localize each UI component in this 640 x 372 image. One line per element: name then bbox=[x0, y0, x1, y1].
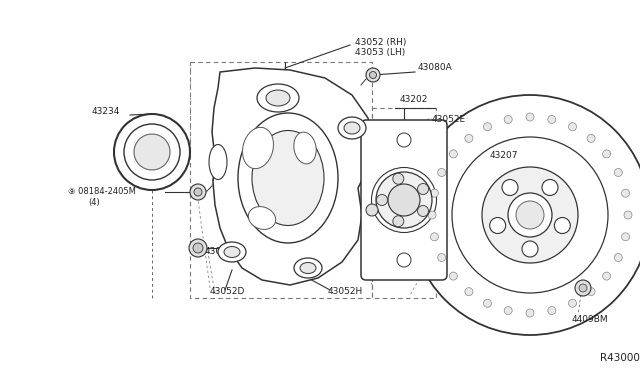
Circle shape bbox=[504, 307, 512, 315]
Circle shape bbox=[114, 114, 190, 190]
Circle shape bbox=[366, 204, 378, 216]
Text: ⑨ 08184-2405M: ⑨ 08184-2405M bbox=[68, 187, 136, 196]
Ellipse shape bbox=[248, 206, 276, 230]
Text: (4): (4) bbox=[88, 198, 100, 206]
Ellipse shape bbox=[266, 90, 290, 106]
Circle shape bbox=[548, 307, 556, 315]
FancyBboxPatch shape bbox=[361, 120, 447, 280]
Circle shape bbox=[465, 288, 473, 296]
Ellipse shape bbox=[238, 113, 338, 243]
Text: 43052 (RH): 43052 (RH) bbox=[355, 38, 406, 46]
Ellipse shape bbox=[344, 122, 360, 134]
Circle shape bbox=[508, 193, 552, 237]
Ellipse shape bbox=[224, 247, 240, 257]
Text: 43052E: 43052E bbox=[432, 115, 466, 125]
Circle shape bbox=[366, 68, 380, 82]
Circle shape bbox=[194, 188, 202, 196]
Circle shape bbox=[575, 280, 591, 296]
Circle shape bbox=[449, 272, 458, 280]
Circle shape bbox=[428, 211, 436, 219]
Text: 43202: 43202 bbox=[400, 96, 428, 105]
Text: R4300072: R4300072 bbox=[600, 353, 640, 363]
Circle shape bbox=[621, 189, 630, 197]
Ellipse shape bbox=[209, 144, 227, 180]
Circle shape bbox=[189, 239, 207, 257]
Circle shape bbox=[376, 172, 432, 228]
Text: 4409BM: 4409BM bbox=[572, 315, 609, 324]
Ellipse shape bbox=[338, 117, 366, 139]
Circle shape bbox=[438, 254, 445, 262]
Circle shape bbox=[624, 211, 632, 219]
Circle shape bbox=[193, 243, 203, 253]
Circle shape bbox=[190, 184, 206, 200]
Ellipse shape bbox=[218, 242, 246, 262]
Circle shape bbox=[587, 134, 595, 142]
Circle shape bbox=[490, 218, 506, 234]
Circle shape bbox=[417, 183, 429, 195]
Ellipse shape bbox=[243, 127, 273, 169]
Circle shape bbox=[393, 216, 404, 227]
Circle shape bbox=[438, 169, 445, 176]
Circle shape bbox=[397, 133, 411, 147]
Circle shape bbox=[548, 115, 556, 124]
Circle shape bbox=[579, 284, 587, 292]
Circle shape bbox=[568, 299, 577, 307]
Ellipse shape bbox=[294, 132, 316, 164]
Circle shape bbox=[502, 180, 518, 196]
Circle shape bbox=[369, 71, 376, 78]
Text: 43080B: 43080B bbox=[205, 247, 240, 257]
Text: 43222: 43222 bbox=[375, 190, 403, 199]
Circle shape bbox=[587, 288, 595, 296]
Circle shape bbox=[124, 124, 180, 180]
Circle shape bbox=[417, 205, 429, 217]
Circle shape bbox=[526, 113, 534, 121]
Text: 43053 (LH): 43053 (LH) bbox=[355, 48, 405, 58]
Text: 43234: 43234 bbox=[92, 108, 120, 116]
Circle shape bbox=[614, 254, 622, 262]
Circle shape bbox=[554, 218, 570, 234]
Circle shape bbox=[516, 201, 544, 229]
Ellipse shape bbox=[300, 263, 316, 273]
Circle shape bbox=[410, 95, 640, 335]
Circle shape bbox=[542, 180, 558, 196]
Circle shape bbox=[431, 233, 438, 241]
Text: 43052H: 43052H bbox=[328, 288, 364, 296]
Circle shape bbox=[393, 173, 404, 184]
Circle shape bbox=[449, 150, 458, 158]
Text: 43052D: 43052D bbox=[210, 288, 245, 296]
Ellipse shape bbox=[371, 167, 436, 232]
Circle shape bbox=[483, 123, 492, 131]
Circle shape bbox=[522, 241, 538, 257]
Text: 43207: 43207 bbox=[490, 151, 518, 160]
Polygon shape bbox=[212, 68, 372, 285]
Circle shape bbox=[603, 272, 611, 280]
Ellipse shape bbox=[257, 84, 299, 112]
Circle shape bbox=[388, 184, 420, 216]
Circle shape bbox=[526, 309, 534, 317]
Circle shape bbox=[504, 115, 512, 124]
Circle shape bbox=[431, 189, 438, 197]
Circle shape bbox=[134, 134, 170, 170]
Circle shape bbox=[621, 233, 630, 241]
Circle shape bbox=[482, 167, 578, 263]
Circle shape bbox=[452, 137, 608, 293]
Circle shape bbox=[465, 134, 473, 142]
Circle shape bbox=[397, 253, 411, 267]
Circle shape bbox=[568, 123, 577, 131]
Text: 43080A: 43080A bbox=[418, 64, 452, 73]
Circle shape bbox=[614, 169, 622, 176]
Ellipse shape bbox=[294, 258, 322, 278]
Circle shape bbox=[483, 299, 492, 307]
Circle shape bbox=[603, 150, 611, 158]
Ellipse shape bbox=[252, 131, 324, 225]
Circle shape bbox=[376, 195, 387, 205]
